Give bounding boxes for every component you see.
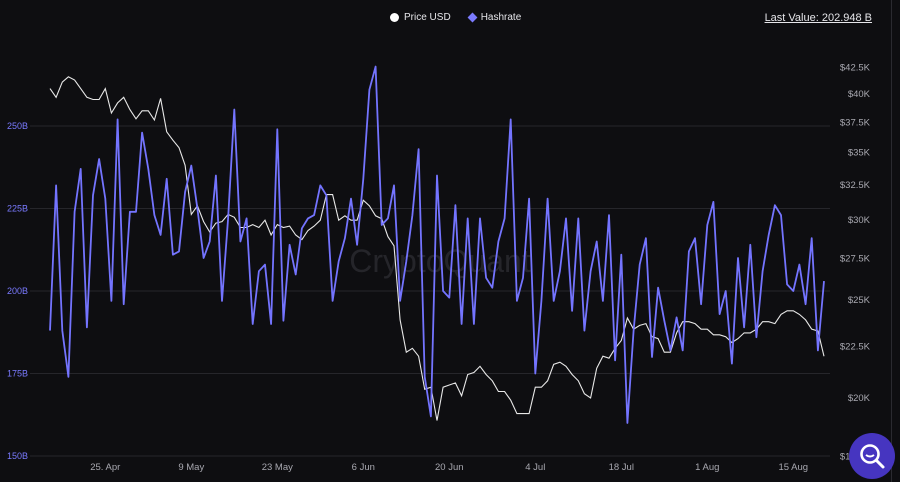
right-tick-label: $20K xyxy=(848,393,871,404)
left-tick-label: 250B xyxy=(7,121,28,131)
last-value[interactable]: Last Value: 202.948 B xyxy=(764,12,872,24)
legend: Price USD Hashrate xyxy=(390,12,521,23)
search-button[interactable] xyxy=(849,433,895,479)
left-tick-label: 225B xyxy=(7,204,28,214)
right-tick-label: $25K xyxy=(848,295,871,306)
x-tick-label: 23 May xyxy=(262,462,293,473)
x-tick-label: 15 Aug xyxy=(778,462,808,473)
right-axis: $42.5K $40K $37.5K $35K $32.5K $30K $27.5K $25K… xyxy=(840,62,871,462)
legend-item-hashrate[interactable]: Hashrate xyxy=(467,12,522,23)
left-axis: 250B 225B 200B 175B 150B xyxy=(7,121,28,461)
right-tick-label: $42.5K xyxy=(840,62,871,73)
diamond-icon xyxy=(467,12,478,23)
x-tick-label: 6 Jun xyxy=(352,462,375,473)
right-tick-label: $27.5K xyxy=(840,253,871,264)
x-tick-label: 18 Jul xyxy=(609,462,634,473)
left-tick-label: 175B xyxy=(7,369,28,379)
divider xyxy=(891,0,892,482)
right-tick-label: $35K xyxy=(848,148,871,159)
legend-item-price[interactable]: Price USD xyxy=(390,12,451,23)
right-tick-label: $40K xyxy=(848,89,871,100)
legend-price-label: Price USD xyxy=(404,12,451,23)
right-tick-label: $32.5K xyxy=(840,180,871,191)
left-tick-label: 150B xyxy=(7,451,28,461)
right-tick-label: $22.5K xyxy=(840,341,871,352)
legend-hashrate-label: Hashrate xyxy=(480,12,522,23)
x-tick-label: 20 Jun xyxy=(435,462,464,473)
price-usd-line xyxy=(49,76,825,421)
x-tick-label: 4 Jul xyxy=(525,462,545,473)
x-tick-label: 25. Apr xyxy=(90,462,120,473)
x-axis: 25. Apr 9 May 23 May 6 Jun 20 Jun 4 Jul 18 Jul… xyxy=(90,462,808,473)
circle-icon xyxy=(390,13,399,22)
search-icon xyxy=(860,444,885,469)
left-tick-label: 200B xyxy=(7,286,28,296)
right-tick-label: $37.5K xyxy=(840,117,871,128)
hashrate-line xyxy=(49,65,825,424)
x-tick-label: 9 May xyxy=(178,462,204,473)
x-tick-label: 1 Aug xyxy=(695,462,719,473)
right-tick-label: $30K xyxy=(848,215,871,226)
